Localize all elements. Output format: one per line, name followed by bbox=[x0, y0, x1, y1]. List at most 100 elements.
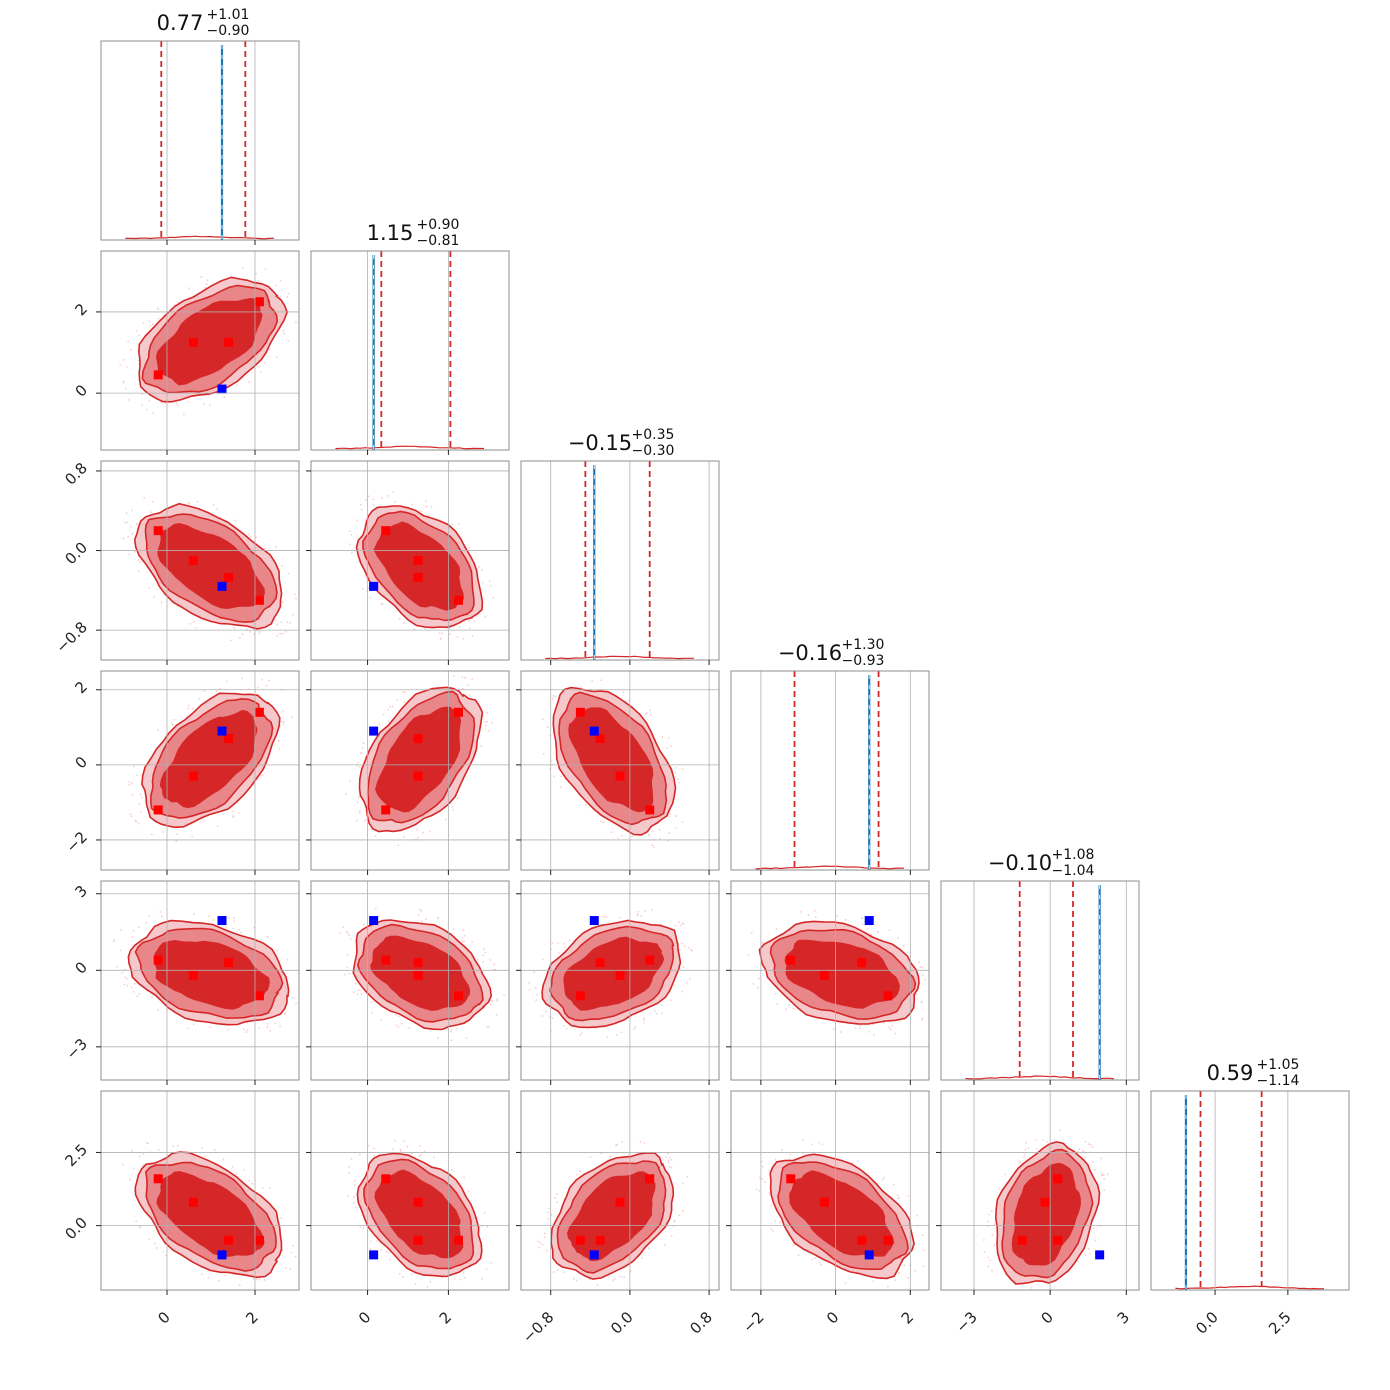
sample-point bbox=[779, 1221, 782, 1223]
sample-point bbox=[365, 818, 368, 821]
sample-point bbox=[348, 530, 351, 532]
sample-point bbox=[276, 623, 278, 626]
mode-marker bbox=[819, 970, 829, 980]
sample-point bbox=[162, 1251, 165, 1253]
sample-point bbox=[457, 522, 460, 525]
sample-point bbox=[480, 744, 483, 747]
sample-point bbox=[542, 752, 545, 755]
sample-point bbox=[682, 1209, 684, 1212]
sample-point bbox=[125, 366, 128, 368]
sample-point bbox=[164, 402, 167, 404]
histogram-title-plus: +1.01 bbox=[207, 7, 250, 23]
sample-point bbox=[563, 942, 565, 945]
sample-point bbox=[649, 709, 651, 712]
sample-point bbox=[681, 942, 684, 945]
grid-lines-2-1 bbox=[311, 461, 509, 660]
sample-point bbox=[559, 786, 562, 789]
sample-point bbox=[295, 597, 297, 600]
sample-point bbox=[349, 938, 352, 940]
sample-point bbox=[651, 830, 654, 833]
sample-point bbox=[533, 971, 536, 974]
sample-point bbox=[623, 1276, 625, 1279]
x-tick-label: 2.5 bbox=[1265, 1308, 1295, 1338]
sample-point bbox=[241, 633, 244, 635]
sample-point bbox=[602, 821, 605, 824]
mode-marker bbox=[188, 556, 198, 565]
sample-point bbox=[420, 1154, 422, 1157]
sample-point bbox=[789, 1153, 792, 1156]
sample-point bbox=[420, 510, 422, 513]
x-tick-label: 3 bbox=[1114, 1308, 1133, 1327]
sample-point bbox=[389, 1258, 391, 1261]
sample-point bbox=[667, 1161, 670, 1164]
sample-point bbox=[280, 1216, 282, 1219]
sample-point bbox=[774, 992, 777, 995]
panel-5-4 bbox=[983, 1129, 1109, 1289]
sample-point bbox=[176, 404, 179, 407]
sample-point bbox=[620, 1031, 623, 1034]
sample-point bbox=[360, 504, 362, 506]
sample-point bbox=[275, 546, 277, 548]
sample-point bbox=[483, 1211, 486, 1214]
mode-marker bbox=[453, 991, 463, 1001]
sample-point bbox=[157, 317, 160, 320]
sample-point bbox=[126, 977, 128, 980]
sample-point bbox=[1025, 1142, 1027, 1144]
sample-point bbox=[360, 993, 363, 996]
sample-point bbox=[123, 359, 125, 361]
sample-point bbox=[204, 286, 207, 289]
sample-point bbox=[418, 1155, 421, 1158]
sample-point bbox=[600, 679, 603, 682]
histogram-title-minus: −1.14 bbox=[1257, 1073, 1300, 1089]
histogram-frame bbox=[100, 40, 300, 241]
sample-point bbox=[422, 831, 424, 834]
sample-point bbox=[1035, 1139, 1038, 1142]
sample-point bbox=[674, 827, 677, 830]
sample-point bbox=[568, 939, 571, 942]
sample-point bbox=[820, 1263, 822, 1266]
mode-marker bbox=[595, 958, 605, 968]
sample-point bbox=[346, 966, 349, 969]
truth-marker bbox=[217, 1250, 227, 1260]
sample-point bbox=[185, 715, 188, 718]
sample-point bbox=[217, 1279, 220, 1282]
sample-point bbox=[140, 796, 143, 799]
sample-point bbox=[557, 942, 560, 944]
sample-point bbox=[768, 1169, 771, 1172]
sample-point bbox=[915, 993, 918, 996]
sample-point bbox=[682, 1182, 684, 1184]
x-tick-label: 0 bbox=[154, 1308, 173, 1327]
sample-point bbox=[285, 1267, 287, 1270]
sample-point bbox=[192, 1023, 195, 1026]
sample-point bbox=[628, 1154, 630, 1156]
sample-point bbox=[353, 1180, 356, 1182]
mode-marker bbox=[645, 1174, 655, 1184]
sample-point bbox=[136, 774, 138, 776]
histogram-frame bbox=[1150, 1090, 1350, 1291]
sample-point bbox=[471, 941, 473, 943]
sample-point bbox=[481, 569, 483, 571]
sample-point bbox=[253, 926, 255, 929]
sample-point bbox=[152, 412, 155, 414]
sample-point bbox=[649, 713, 652, 716]
sample-point bbox=[171, 722, 173, 725]
sample-point bbox=[541, 958, 544, 961]
sample-point bbox=[280, 720, 283, 723]
sample-point bbox=[257, 686, 259, 689]
mode-marker bbox=[413, 970, 423, 980]
sample-point bbox=[764, 1181, 766, 1183]
grid-lines-3-3 bbox=[760, 671, 911, 870]
mode-marker bbox=[224, 958, 234, 968]
sample-point bbox=[691, 950, 693, 952]
histogram-title-value: −0.10 bbox=[988, 851, 1052, 875]
sample-point bbox=[357, 761, 360, 764]
sample-point bbox=[666, 747, 668, 749]
sample-point bbox=[231, 1165, 234, 1168]
sample-point bbox=[459, 1278, 462, 1281]
mode-marker bbox=[1017, 1235, 1027, 1245]
sample-point bbox=[127, 399, 130, 401]
sample-point bbox=[283, 1013, 286, 1016]
sample-point bbox=[687, 946, 690, 949]
sample-point bbox=[670, 1166, 673, 1169]
sample-point bbox=[269, 1029, 272, 1032]
